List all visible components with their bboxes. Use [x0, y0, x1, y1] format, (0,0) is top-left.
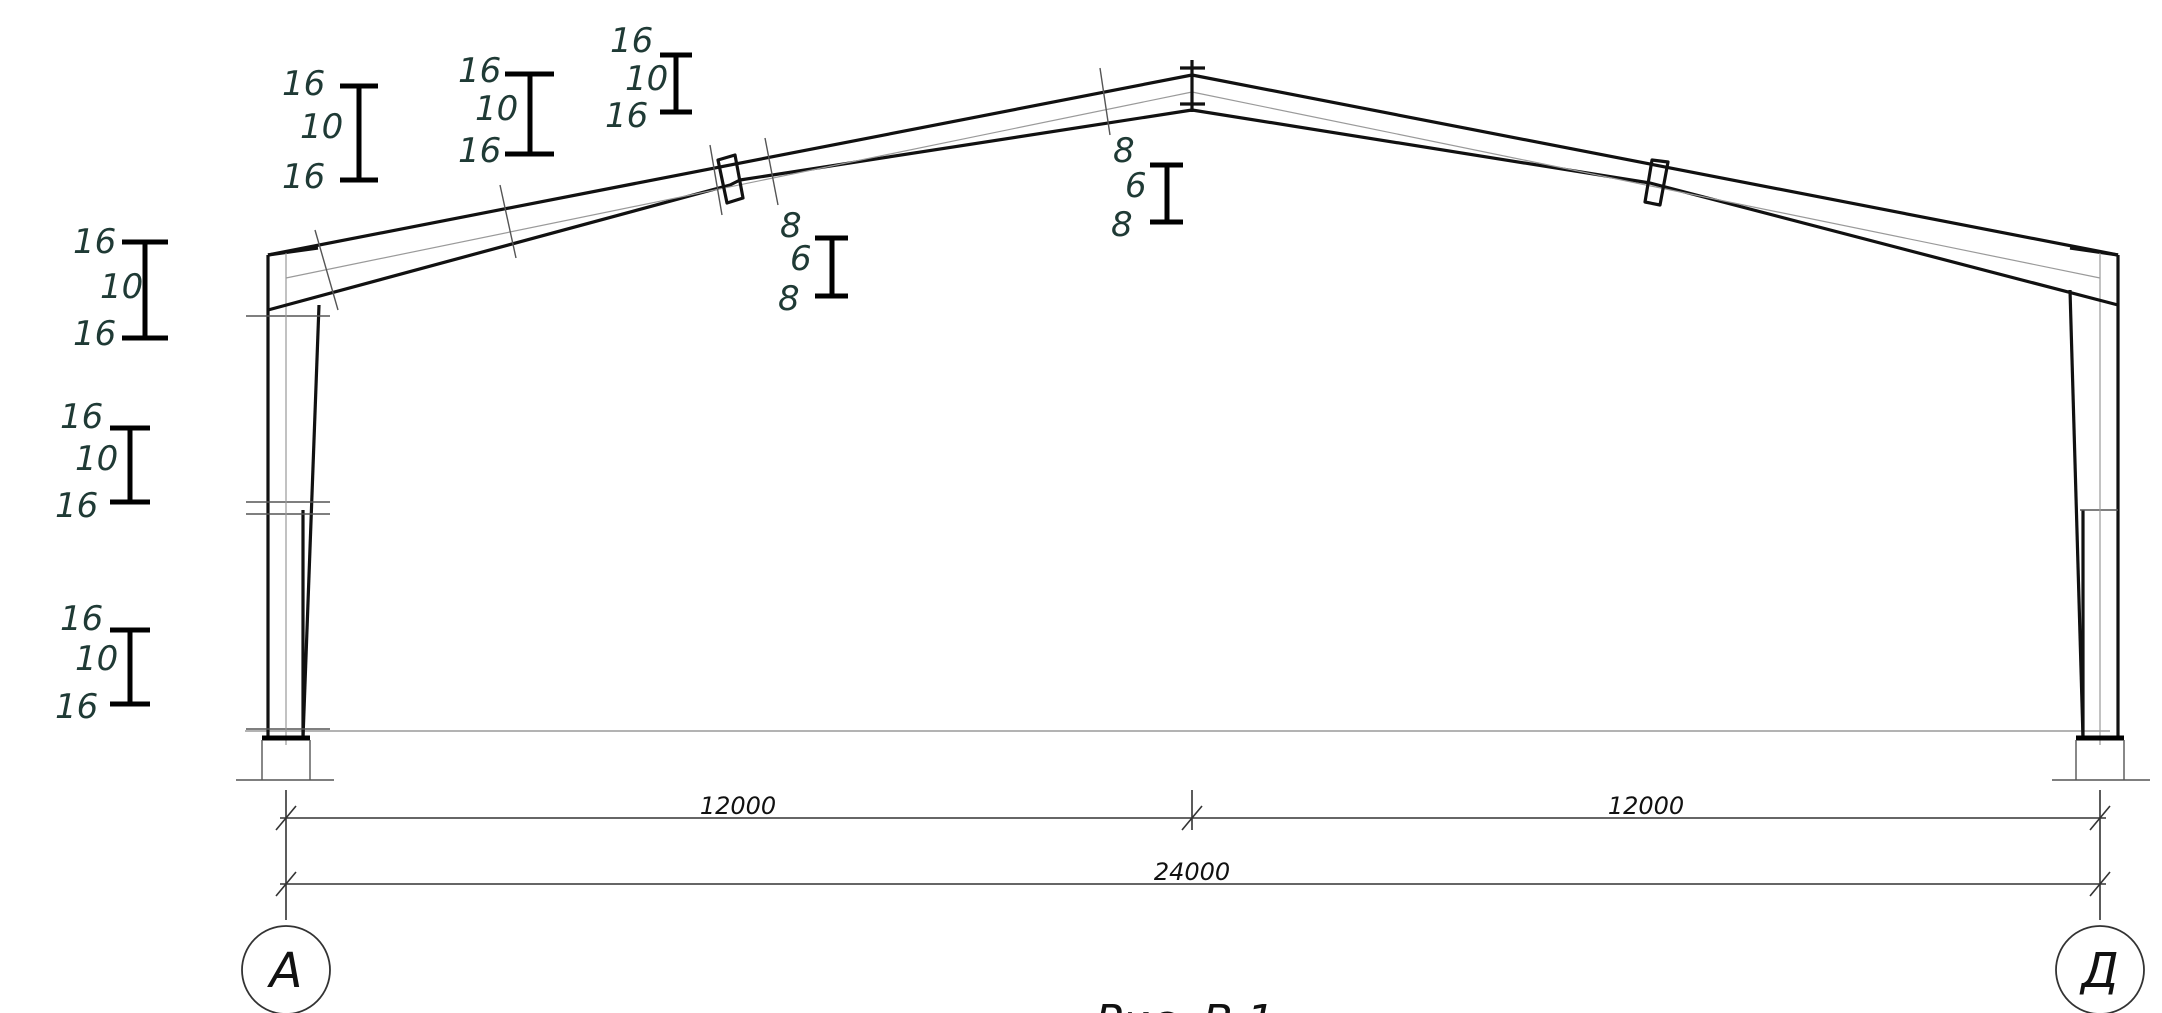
axis-bubble-right: Д: [2055, 925, 2145, 1013]
left-column: [236, 246, 334, 781]
section-raf-ridge: 8 6 8: [1111, 131, 1183, 245]
section-raf-2: 16 10 16: [458, 51, 554, 171]
section-col-bot-web: 10: [75, 639, 118, 679]
dim-right-span: 12000: [1608, 792, 1684, 820]
section-raf3-flange2: 16: [605, 96, 648, 136]
section-col-bot-flange1: 16: [60, 599, 103, 639]
figure-caption: Рис. В.1: [1095, 996, 1274, 1013]
section-raf-1: 16 10 16: [282, 64, 378, 197]
ridge-joint: [1180, 60, 1205, 112]
section-col-mid-flange1: 16: [60, 397, 103, 437]
axis-label-right: Д: [2079, 943, 2119, 999]
section-raf3-flange1: 16: [610, 21, 653, 61]
section-rafridge-web: 6: [1125, 166, 1147, 206]
dim-total-span: 24000: [1154, 858, 1230, 886]
left-splice: [716, 153, 745, 205]
section-col-top-web: 10: [100, 267, 143, 307]
right-splice: [1643, 158, 1670, 207]
section-raf-mid: 8 6 8: [778, 206, 848, 319]
right-column: [2052, 246, 2150, 781]
section-raf2-flange2: 16: [458, 131, 501, 171]
section-col-bot-flange2: 16: [55, 687, 98, 727]
section-rafmid-flange2: 8: [778, 279, 800, 319]
section-col-top-flange2: 16: [73, 314, 116, 354]
section-col-mid-flange2: 16: [55, 486, 98, 526]
section-raf1-web: 10: [300, 107, 343, 147]
dimension-lines: 12000 12000 24000: [275, 790, 2111, 920]
left-rafter: [267, 67, 1193, 312]
dim-left-span: 12000: [700, 792, 776, 820]
section-col-top-flange1: 16: [73, 222, 116, 262]
section-raf2-flange1: 16: [458, 51, 501, 91]
axis-label-left: А: [267, 943, 303, 999]
section-rafridge-flange2: 8: [1111, 205, 1133, 245]
section-col-bot: 16 10 16: [55, 599, 150, 727]
section-rafmid-flange1: 8: [780, 206, 802, 246]
section-col-top: 16 10 16: [73, 222, 168, 354]
axis-bubble-left: А: [241, 925, 331, 1013]
section-col-mid: 16 10 16: [55, 397, 150, 526]
section-raf-3: 16 10 16: [605, 21, 692, 136]
section-raf2-web: 10: [475, 89, 518, 129]
section-col-mid-web: 10: [75, 439, 118, 479]
right-rafter: [1191, 73, 2119, 307]
section-raf1-flange2: 16: [282, 157, 325, 197]
section-raf3-web: 10: [625, 59, 668, 99]
section-rafmid-web: 6: [790, 239, 812, 279]
section-rafridge-flange1: 8: [1113, 131, 1135, 171]
section-raf1-flange1: 16: [282, 64, 325, 104]
